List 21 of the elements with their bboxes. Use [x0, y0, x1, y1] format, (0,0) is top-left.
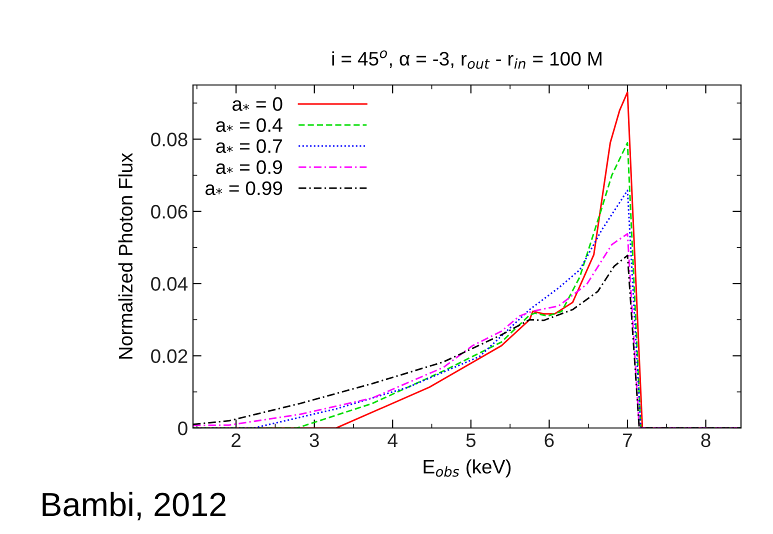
x-tick-label: 8 — [701, 433, 710, 448]
y-tick-label: 0 — [178, 421, 188, 436]
x-tick-label: 4 — [388, 434, 398, 447]
x-tick-label: 6 — [544, 433, 554, 448]
x-axis-title: E$_{obs}$ (keV) — [424, 459, 511, 478]
x-tick-label: 7 — [623, 434, 632, 447]
legend-label: a$_{*}$ = 0.99 — [205, 181, 282, 196]
legend-label: a$_{*}$ = 0.9 — [216, 160, 282, 174]
x-tick-label: 5 — [466, 434, 476, 448]
y-axis-title: Normalized Photon Flux — [118, 152, 133, 359]
chart-title: i = 45$^{o}$, α = -3, r$_{out}$ - r$_{in}$ = 100 M — [332, 50, 602, 69]
legend-label: a$_{*}$ = 0.4 — [216, 118, 282, 132]
y-tick-label: 0.06 — [151, 204, 188, 219]
text: Bambi, 2012 — [42, 492, 226, 520]
y-tick-label: 0.08 — [151, 132, 188, 146]
y-tick-label: 0.02 — [151, 349, 188, 364]
y-tick-label: 0.04 — [151, 277, 188, 291]
legend-label: a$_{*}$ = 0.7 — [216, 139, 282, 153]
legend-label: a$_{*}$ = 0 — [232, 97, 282, 111]
x-tick-label: 2 — [232, 433, 240, 447]
x-tick-label: 3 — [310, 433, 319, 448]
